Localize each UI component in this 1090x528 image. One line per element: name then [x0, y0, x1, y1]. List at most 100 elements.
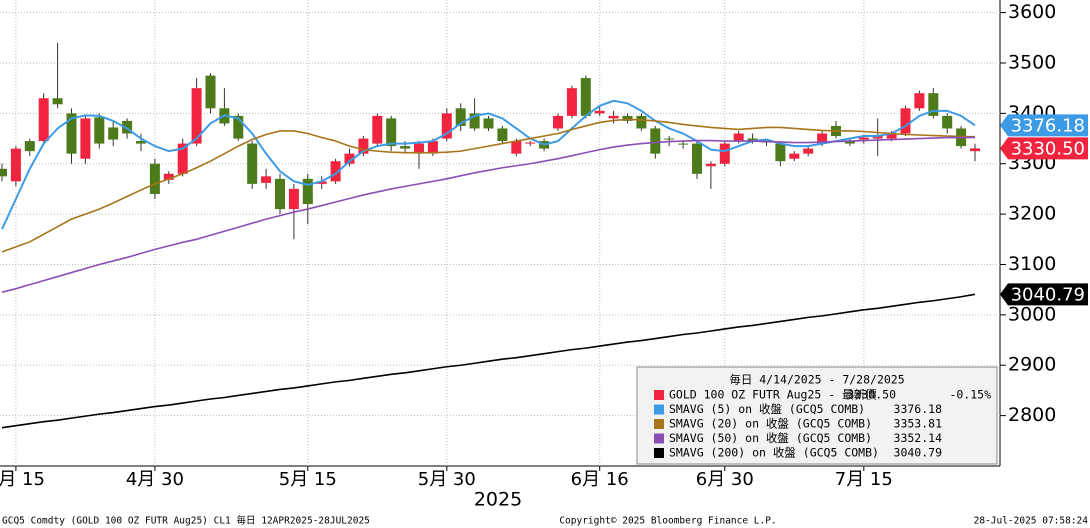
value-tag	[1000, 137, 1088, 160]
candle-body	[483, 118, 494, 129]
candle-body	[414, 143, 424, 154]
x-tick-label: 4月 30	[126, 469, 184, 490]
footer-right: 28-Jul-2025 07:58:24	[974, 516, 1089, 527]
candle-body	[122, 120, 133, 134]
candle-body	[455, 108, 466, 126]
candle-body	[469, 113, 480, 129]
legend-swatch	[654, 419, 664, 429]
y-tick-label: 3000	[1008, 303, 1056, 325]
candle-body	[275, 178, 285, 210]
candle-body	[191, 88, 202, 144]
candle-body	[719, 143, 730, 164]
plot-area	[0, 42, 980, 429]
candle-body	[928, 93, 939, 116]
x-axis-label: 2025	[474, 489, 522, 511]
candle-body	[80, 118, 91, 159]
ma-line	[1, 99, 976, 230]
candle-body	[636, 115, 647, 129]
ma-line	[1, 293, 976, 429]
candle-body	[817, 133, 828, 144]
candle-body	[372, 115, 383, 144]
candle-body	[400, 146, 411, 149]
candle-body	[525, 142, 536, 144]
legend-title: 毎日 4/14/2025 - 7/28/2025	[729, 373, 904, 387]
candle-body	[497, 128, 508, 142]
candle-body	[52, 98, 63, 105]
candle-body	[0, 168, 7, 177]
legend-label: SMAVG (5) on 收盤 (GCQ5 COMB)	[669, 402, 865, 416]
candle-body	[149, 163, 160, 194]
x-tick-label: 5月 30	[418, 469, 476, 490]
value-tag	[1000, 283, 1088, 306]
candle-body	[872, 136, 883, 139]
legend-swatch	[654, 404, 664, 415]
candle-body	[747, 138, 758, 142]
candle-body	[566, 88, 577, 116]
candle-body	[775, 143, 786, 162]
candle-body	[803, 148, 814, 154]
axes: 2800290030003100320033003400350036004月 1…	[0, 1, 1088, 490]
legend-swatch	[654, 448, 664, 458]
candle-body	[844, 141, 855, 144]
candle-body	[886, 133, 897, 139]
y-tick-label: 3600	[1008, 1, 1056, 23]
candle-body	[970, 148, 980, 152]
candle-body	[441, 113, 452, 139]
candle-body	[302, 178, 313, 205]
candle-body	[664, 138, 675, 140]
candle-body	[427, 141, 438, 154]
candle-body	[66, 113, 77, 154]
legend-label: SMAVG (20) on 收盤 (GCQ5 COMB)	[669, 417, 872, 431]
candle-body	[622, 115, 633, 121]
candle-body	[608, 115, 619, 119]
ma-line	[1, 136, 976, 293]
value-tag	[1000, 114, 1088, 137]
legend-value: 3040.79	[894, 446, 943, 460]
candle-body	[10, 148, 21, 182]
value-tag-label: 3376.18	[1011, 115, 1085, 136]
candle-body	[136, 141, 146, 144]
x-tick-label: 6月 30	[696, 469, 754, 490]
value-tag-label: 3040.79	[1011, 284, 1085, 305]
candle-body	[553, 115, 563, 129]
candle-body	[580, 78, 591, 116]
candle-body	[789, 153, 800, 159]
candle-body	[261, 176, 272, 183]
legend-label: SMAVG (200) on 收盤 (GCQ5 COMB)	[669, 446, 879, 460]
candle-body	[914, 93, 925, 109]
candle-body	[38, 98, 49, 142]
candle-body	[678, 143, 689, 145]
legend-value: 3353.81	[894, 417, 943, 431]
candle-body	[330, 161, 341, 182]
legend-swatch	[654, 390, 664, 400]
y-tick-label: 3200	[1008, 203, 1056, 225]
ma-line	[1, 118, 976, 253]
y-tick-label: 2900	[1008, 354, 1056, 376]
candle-body	[316, 181, 327, 184]
candle-body	[594, 110, 605, 114]
y-tick-label: 3500	[1008, 51, 1056, 73]
candle-body	[24, 141, 35, 152]
legend-box	[636, 366, 998, 465]
candle-body	[650, 128, 661, 154]
candle-body	[733, 133, 744, 142]
candle-body	[344, 153, 355, 164]
candle-body	[163, 173, 174, 180]
legend-label: SMAVG (50) on 收盤 (GCQ5 COMB)	[669, 431, 872, 445]
legend-label: GOLD 100 OZ FUTR Aug25 - 最新價	[669, 388, 877, 402]
candle-body	[692, 143, 702, 174]
y-tick-label: 2800	[1008, 404, 1056, 426]
x-tick-label: 6月 16	[571, 469, 629, 490]
footer-center: Copyright© 2025 Bloomberg Finance L.P.	[559, 516, 776, 527]
footer-left: GCQ5 Comdty (GOLD 100 OZ FUTR Aug25) CL1…	[2, 515, 370, 527]
candle-body	[942, 115, 953, 129]
candle-body	[705, 163, 716, 167]
candle-body	[233, 115, 244, 139]
value-tag-label: 3330.50	[1011, 138, 1085, 159]
candle-body	[108, 127, 119, 140]
candle-body	[511, 141, 522, 154]
y-tick-label: 3100	[1008, 253, 1056, 275]
legend-value: 3376.18	[894, 402, 943, 416]
candle-body	[205, 75, 216, 109]
x-tick-label: 4月 15	[0, 469, 45, 490]
